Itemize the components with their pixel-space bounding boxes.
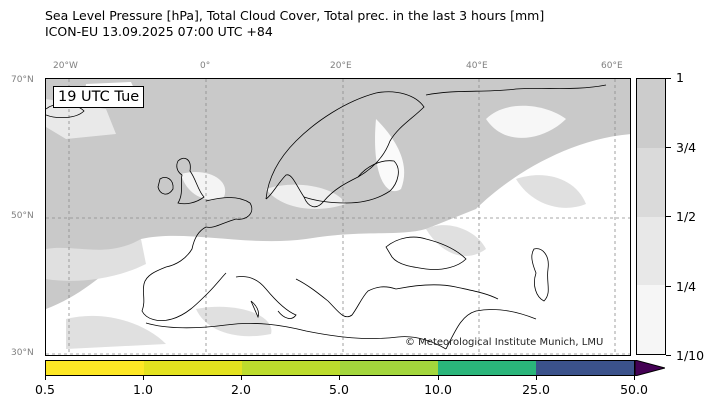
- credit-text: © Meteorological Institute Munich, LMU: [405, 337, 604, 348]
- precip-extend-arrow: [635, 360, 665, 376]
- precip-label-5-0: 5.0: [329, 382, 349, 397]
- precip-seg-3: [242, 361, 340, 375]
- precip-label-10-0: 10.0: [424, 382, 452, 397]
- cloud-cover-colorbar: [636, 78, 666, 355]
- precip-tick: [241, 376, 242, 380]
- cloud-tick: [666, 147, 671, 148]
- lon-label-20e: 20°E: [330, 61, 352, 71]
- cloud-label-1-4: 1/4: [676, 279, 697, 294]
- precip-label-25-0: 25.0: [522, 382, 550, 397]
- precip-tick: [339, 376, 340, 380]
- lat-label-50n: 50°N: [11, 211, 34, 221]
- lat-label-70n: 70°N: [11, 75, 34, 85]
- graticule: [46, 79, 630, 355]
- precip-tick: [536, 376, 537, 380]
- precip-tick: [634, 376, 635, 380]
- cloud-seg-1: [637, 79, 665, 148]
- lon-label-20w: 20°W: [53, 61, 78, 71]
- precip-seg-5: [438, 361, 536, 375]
- cloud-label-3-4: 3/4: [676, 140, 697, 155]
- lat-label-30n: 30°N: [11, 348, 34, 358]
- cloud-tick: [666, 78, 671, 79]
- precip-label-2-0: 2.0: [231, 382, 251, 397]
- forecast-time-label: 19 UTC Tue: [53, 86, 145, 108]
- cloud-tick: [666, 286, 671, 287]
- precip-tick: [143, 376, 144, 380]
- lon-label-0: 0°: [200, 61, 211, 71]
- precip-label-1-0: 1.0: [133, 382, 153, 397]
- precip-label-50-0: 50.0: [620, 382, 648, 397]
- cloud-seg-3: [637, 216, 665, 286]
- precip-tick: [438, 376, 439, 380]
- lon-label-40e: 40°E: [466, 61, 488, 71]
- clear-sky-areas: [46, 82, 630, 355]
- cloud-label-1-2: 1/2: [676, 209, 697, 224]
- cloud-label-1: 1: [676, 70, 684, 85]
- map-canvas: [46, 79, 630, 355]
- chart-subtitle: ICON-EU 13.09.2025 07:00 UTC +84: [45, 24, 273, 39]
- precipitation-colorbar: [45, 360, 635, 376]
- weather-map[interactable]: [45, 78, 631, 356]
- cloud-seg-2: [637, 147, 665, 217]
- cloud-seg-4: [637, 285, 665, 354]
- precip-seg-2: [144, 361, 242, 375]
- coastlines: [46, 84, 607, 350]
- thin-cloud-areas: [46, 175, 586, 349]
- lon-label-60e: 60°E: [601, 61, 623, 71]
- cloud-tick: [666, 355, 671, 356]
- precip-seg-1: [46, 361, 144, 375]
- precip-seg-6: [536, 361, 634, 375]
- precip-label-0-5: 0.5: [35, 382, 55, 397]
- chart-title: Sea Level Pressure [hPa], Total Cloud Co…: [45, 8, 545, 23]
- cloud-label-1-10: 1/10: [676, 348, 705, 363]
- cloud-tick: [666, 216, 671, 217]
- precip-seg-4: [340, 361, 438, 375]
- precip-tick: [45, 376, 46, 380]
